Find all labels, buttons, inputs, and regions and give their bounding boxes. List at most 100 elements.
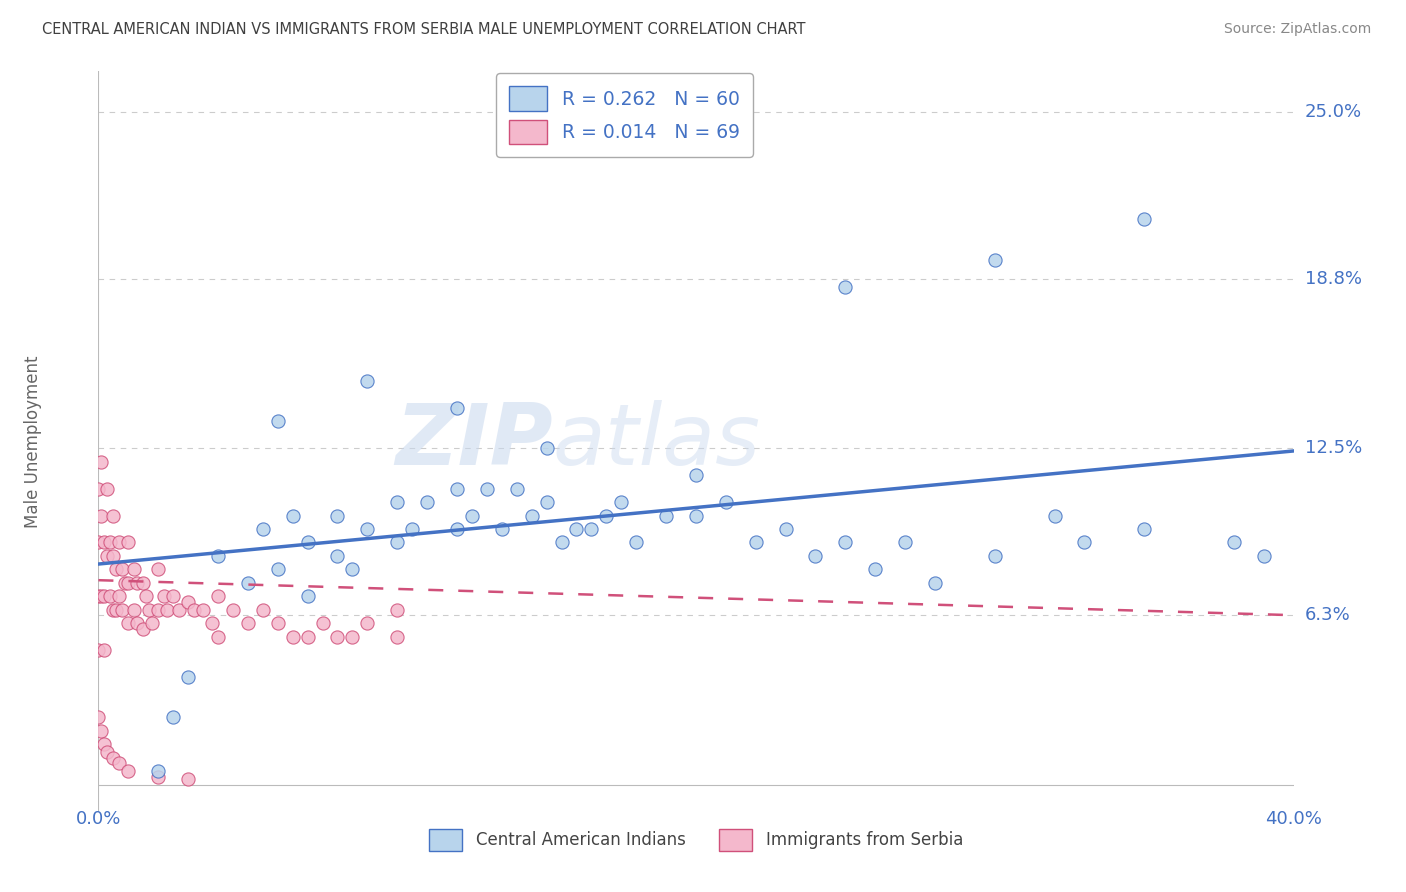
Point xyxy=(1073,535,1095,549)
Point xyxy=(117,616,139,631)
Point xyxy=(222,603,245,617)
Text: 18.8%: 18.8% xyxy=(1305,269,1361,287)
Point xyxy=(177,670,200,684)
Point xyxy=(565,522,588,536)
Text: 40.0%: 40.0% xyxy=(1265,810,1322,828)
Point xyxy=(96,549,118,563)
Point xyxy=(108,756,131,771)
Point xyxy=(924,575,946,590)
Point xyxy=(446,522,468,536)
Point xyxy=(105,603,128,617)
Point xyxy=(311,616,333,631)
Point xyxy=(108,535,131,549)
Point xyxy=(117,764,139,779)
Point xyxy=(267,562,290,576)
Text: ZIP: ZIP xyxy=(395,400,553,483)
Point xyxy=(267,616,290,631)
Point xyxy=(475,482,498,496)
Point xyxy=(581,522,603,536)
Point xyxy=(326,549,349,563)
Point xyxy=(281,508,304,523)
Point xyxy=(177,772,200,787)
Point xyxy=(252,603,274,617)
Point xyxy=(685,508,707,523)
Point xyxy=(536,495,558,509)
Point xyxy=(148,603,170,617)
Point xyxy=(745,535,768,549)
Point xyxy=(236,575,259,590)
Text: 6.3%: 6.3% xyxy=(1305,607,1350,624)
Point xyxy=(90,723,112,738)
Point xyxy=(124,603,146,617)
Point xyxy=(127,575,149,590)
Point xyxy=(177,595,200,609)
Point xyxy=(96,482,118,496)
Point xyxy=(401,522,423,536)
Text: Male Unemployment: Male Unemployment xyxy=(24,355,42,528)
Point xyxy=(148,764,170,779)
Point xyxy=(207,590,229,604)
Point xyxy=(90,455,112,469)
Point xyxy=(103,549,125,563)
Point xyxy=(595,508,617,523)
Point xyxy=(804,549,827,563)
Point xyxy=(834,279,856,293)
Point xyxy=(281,630,304,644)
Point xyxy=(103,508,125,523)
Point xyxy=(385,603,409,617)
Point xyxy=(506,482,529,496)
Point xyxy=(98,590,122,604)
Point xyxy=(536,442,558,456)
Point xyxy=(93,535,115,549)
Point xyxy=(156,603,179,617)
Point xyxy=(356,522,378,536)
Point xyxy=(326,508,349,523)
Point xyxy=(267,414,290,428)
Point xyxy=(356,616,378,631)
Point xyxy=(87,643,110,657)
Point xyxy=(93,590,115,604)
Point xyxy=(1133,212,1156,227)
Point xyxy=(103,603,125,617)
Point xyxy=(191,603,214,617)
Point xyxy=(148,562,170,576)
Text: 12.5%: 12.5% xyxy=(1305,439,1362,458)
Point xyxy=(114,575,136,590)
Point xyxy=(1223,535,1246,549)
Point xyxy=(775,522,797,536)
Point xyxy=(416,495,439,509)
Point xyxy=(132,575,155,590)
Text: Source: ZipAtlas.com: Source: ZipAtlas.com xyxy=(1223,22,1371,37)
Point xyxy=(252,522,274,536)
Text: 25.0%: 25.0% xyxy=(1305,103,1362,120)
Point xyxy=(834,535,856,549)
Point xyxy=(87,590,110,604)
Point xyxy=(103,751,125,765)
Point xyxy=(96,746,118,760)
Point xyxy=(207,630,229,644)
Text: atlas: atlas xyxy=(553,400,761,483)
Point xyxy=(162,590,184,604)
Point xyxy=(138,603,160,617)
Point xyxy=(201,616,224,631)
Point xyxy=(461,508,484,523)
Point xyxy=(297,590,319,604)
Point xyxy=(610,495,633,509)
Point xyxy=(984,252,1007,267)
Point xyxy=(297,630,319,644)
Point xyxy=(93,738,115,752)
Point xyxy=(236,616,259,631)
Point xyxy=(446,482,468,496)
Point xyxy=(148,770,170,784)
Point xyxy=(342,562,364,576)
Point xyxy=(714,495,737,509)
Point xyxy=(183,603,205,617)
Point xyxy=(520,508,543,523)
Point xyxy=(1253,549,1275,563)
Point xyxy=(108,590,131,604)
Point xyxy=(655,508,678,523)
Point xyxy=(385,495,409,509)
Point xyxy=(98,535,122,549)
Point xyxy=(1043,508,1066,523)
Point xyxy=(865,562,887,576)
